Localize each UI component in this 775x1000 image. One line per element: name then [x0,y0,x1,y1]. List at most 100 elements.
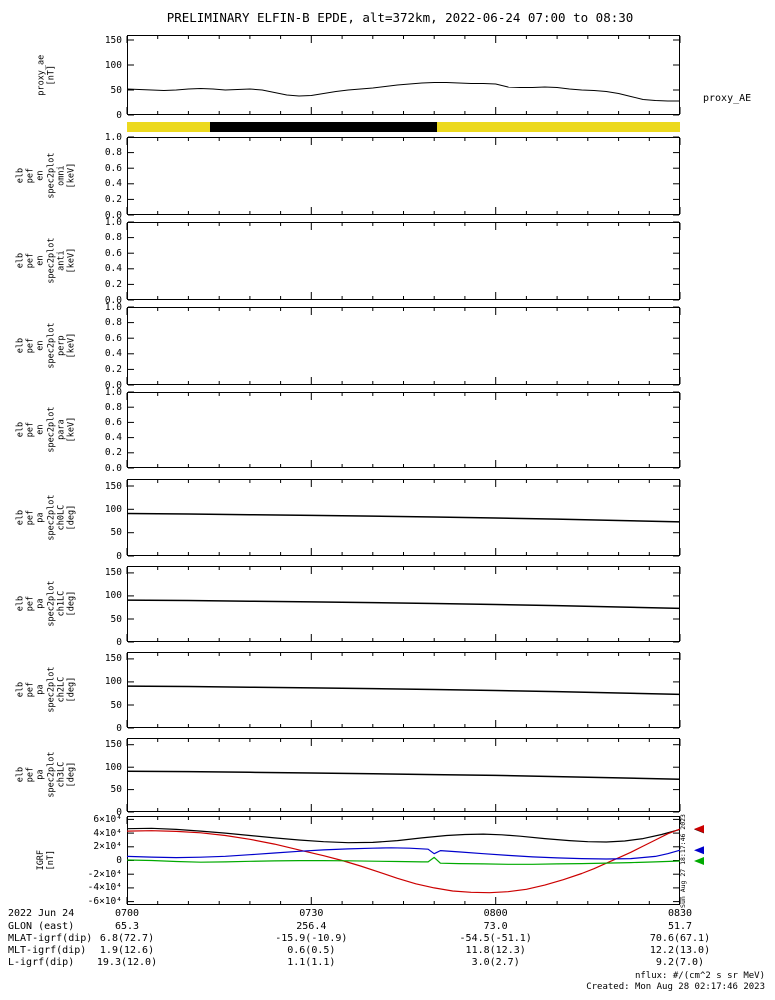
series-igrf-bz [126,828,681,894]
y-tick-label: 1.0 [104,131,122,143]
y-axis-label-wrap: proxy_ae [nT] [0,35,92,115]
y-tick-label: 6×10⁴ [93,813,122,825]
y-tick-label: 0 [116,722,122,734]
pa_spec_ch0-chart [126,479,681,557]
y-tick-label: 100 [104,761,122,773]
panel-pa-spec-ch3lc: elb pef pa spec2plot ch3LC [deg] 0 50 100 15… [0,738,775,818]
table-value: -54.5(-51.1) [459,933,532,944]
table-value: 256.4 [296,921,327,932]
series-loss-cone [126,599,681,610]
table-row-label: MLAT-igrf(dip) [8,933,93,944]
y-tick-label: 0.8 [104,317,122,329]
y-tick-label: 150 [104,34,122,46]
y-tick-label: 50 [110,699,122,711]
footer-nflux-units: nflux: #/(cm^2 s sr MeV) [634,971,765,981]
panel-en-spec-para: elb pef en spec2plot para [keV] 0.0 0.2 0.4… [0,387,775,474]
x-tick-label: 0730 [299,908,324,919]
y-tick-label: 0.0 [104,209,122,221]
table-row: MLAT-igrf(dip) 6.8(72.7) -15.9(-10.9) -54.5… [0,933,775,945]
x-tick-label: 0800 [483,908,508,919]
y-tick-label: 0 [116,806,122,818]
y-axis-label: elb pef en spec2plot perp [keV] [15,322,77,370]
y-tick-label: 0.4 [104,263,122,275]
en_spec_omni-chart [126,136,681,216]
end-marker-igrf-by [694,857,704,866]
y-tick-label: 1.0 [104,216,122,228]
table-value: 1.1(1.1) [287,957,336,968]
series-igrf-by [126,856,681,865]
page-title: PRELIMINARY ELFIN-B EPDE, alt=372km, 202… [166,10,634,25]
table-row: GLON (east) 65.3 256.4 73.0 51.7 [0,921,775,933]
proxy-ae-line-label: proxy_AE [703,93,752,104]
y-tick-label: 1.0 [104,386,122,398]
series-proxy_AE [126,82,680,102]
side-timestamp-wrap: Sun Aug 27 18:17:46 2023 [677,813,689,908]
y-tick-label: 50 [110,613,122,625]
y-tick-label: 0.0 [104,379,122,391]
panel-pa-spec-ch1lc: elb pef pa spec2plot ch1LC [deg] 0 50 100 15… [0,566,775,648]
series-loss-cone [126,512,681,523]
table-value: 0.6(0.5) [287,945,336,956]
en_spec_para-chart [126,391,681,469]
y-tick-label: 100 [104,59,122,71]
footer-created-timestamp: Created: Mon Aug 28 02:17:46 2023 [586,981,765,992]
y-tick-label: 0.6 [104,332,122,344]
table-row-label: MLT-igrf(dip) [8,945,87,956]
en_spec_perp-chart [126,306,681,386]
y-tick-label: 0 [116,855,122,866]
y-axis-label: elb pef en spec2plot anti [keV] [15,237,77,285]
end-marker-igrf-bz [694,825,704,834]
y-tick-label: 1.0 [104,301,122,313]
y-tick-label: 100 [104,676,122,688]
side-timestamp: Sun Aug 27 18:17:46 2023 [679,813,688,908]
y-tick-label: 0.4 [104,178,122,190]
x-tick-label: 0830 [667,908,693,919]
pa_spec_ch3-chart [126,738,681,813]
panel-proxy-ae: proxy_ae [nT] 0 50 100 150 [0,34,775,121]
y-tick-label: 2×10⁴ [93,841,122,853]
y-tick-label: 0.2 [104,278,122,290]
y-tick-label: 0 [116,550,122,562]
y-tick-label: 100 [104,503,122,515]
y-tick-label: 150 [104,480,122,492]
pa_spec_ch2-chart [126,652,681,729]
end-marker-igrf-bx [694,846,704,855]
table-row-label: 2022 Jun 24 [8,908,75,919]
table-value: 12.2(13.0) [649,945,711,956]
table-value: 73.0 [483,921,508,932]
y-tick-label: 0.8 [104,401,122,413]
science-zone-bar [127,122,680,132]
footer: nflux: #/(cm^2 s sr MeV) Created: Mon Au… [586,971,765,992]
igrf-chart [126,816,704,905]
pa_spec_ch1-chart [126,566,681,643]
y-tick-label: 0.6 [104,247,122,259]
y-tick-label: 150 [104,653,122,665]
y-tick-label: 0.2 [104,447,122,459]
y-tick-label: 0.4 [104,348,122,360]
y-tick-label: -4×10⁴ [87,882,122,894]
y-tick-label: 0 [116,109,122,121]
series-loss-cone [126,685,681,696]
panel-pa-spec-ch0lc: elb pef pa spec2plot ch0LC [deg] 0 50 100 15… [0,479,775,562]
table-value: 9.2(7.0) [655,957,705,968]
series-igrf-bx [126,847,681,860]
panel-en-spec-omni: elb pef en spec2plot omni [keV] 0.0 0.2 0.4… [0,132,775,221]
table-value: 3.0(2.7) [471,957,520,968]
y-tick-label: -6×10⁴ [87,896,122,908]
table-value: -15.9(-10.9) [275,933,348,944]
y-tick-label: 0.2 [104,363,122,375]
y-tick-label: 50 [110,784,122,796]
table-value: 19.3(12.0) [96,957,158,968]
proxy_ae-chart [126,35,681,116]
y-tick-label: 0.0 [104,462,122,474]
y-tick-label: 150 [104,567,122,579]
table-row-label: L-igrf(dip) [8,957,75,968]
x-tick-label: 0700 [114,908,140,919]
table-row: 2022 Jun 24 0700 0730 0800 0830 [0,908,775,920]
y-axis-label: proxy_ae [nT] [35,54,56,96]
y-axis-label: IGRF [nT] [35,850,56,871]
table-row-label: GLON (east) [8,921,75,932]
y-tick-label: 0.6 [104,416,122,428]
y-tick-label: 0.8 [104,147,122,159]
